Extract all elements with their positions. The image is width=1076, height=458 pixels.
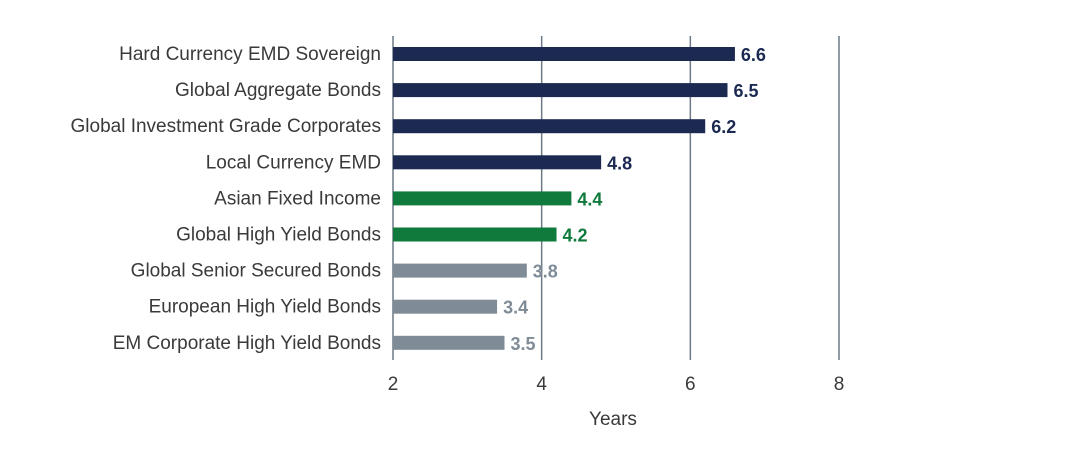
x-tick-label: 4 (536, 374, 547, 395)
value-labels: 6.6 6.5 6.2 4.84.4 4.23.83.4 3.5 (503, 45, 766, 354)
category-label: Global Investment Grade Corporates (71, 116, 382, 137)
category-label: Hard Currency EMD Sovereign (119, 44, 381, 65)
x-axis-tick-labels: 2 4 6 8 (388, 374, 845, 395)
value-label: 6.2 (711, 117, 736, 137)
value-label: 6.6 (741, 45, 766, 65)
value-label: 4.8 (607, 153, 632, 173)
category-label: EM Corporate High Yield Bonds (113, 333, 381, 354)
category-label: European High Yield Bonds (149, 297, 381, 318)
x-tick-label: 8 (834, 374, 845, 395)
category-label: Local Currency EMD (206, 152, 381, 173)
value-label: 6.5 (734, 81, 759, 101)
bar (393, 83, 728, 98)
bar (393, 191, 572, 206)
bar (393, 155, 602, 170)
bar (393, 335, 505, 350)
category-label: Asian Fixed Income (214, 188, 381, 209)
x-axis-title: Years (589, 409, 637, 430)
category-label: Global High Yield Bonds (176, 225, 381, 246)
x-tick-label: 6 (685, 374, 696, 395)
category-label: Global Aggregate Bonds (175, 80, 381, 101)
value-label: 3.8 (533, 262, 558, 282)
bar (393, 119, 706, 134)
bar (393, 227, 557, 242)
category-labels: Hard Currency EMD Sovereign Global Aggreg… (71, 44, 382, 354)
bar (393, 263, 527, 278)
value-label: 3.4 (503, 298, 528, 318)
x-tick-label: 2 (388, 374, 399, 395)
bars (393, 47, 735, 350)
value-label: 4.2 (563, 226, 588, 246)
bar (393, 47, 735, 61)
value-label: 4.4 (577, 189, 602, 209)
bar (393, 299, 498, 314)
category-label: Global Senior Secured Bonds (131, 261, 381, 282)
value-label: 3.5 (511, 334, 536, 354)
